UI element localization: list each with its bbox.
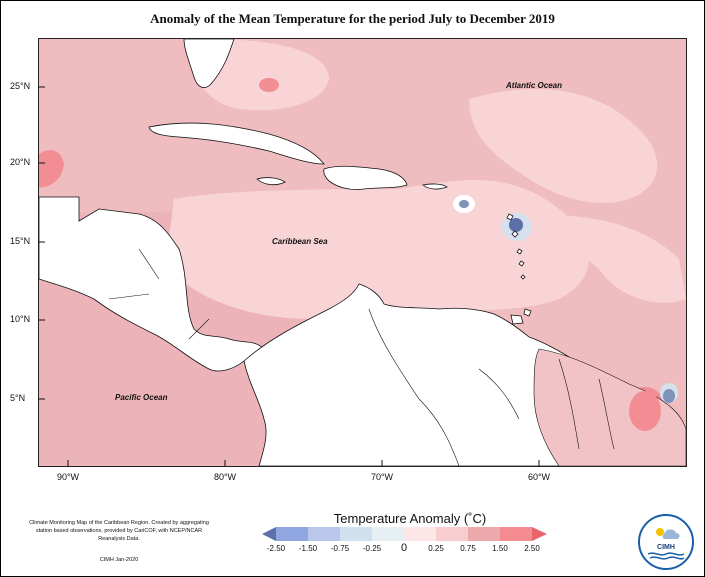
legend-swatch-6 xyxy=(436,527,468,541)
anomaly-field-light-east xyxy=(509,215,686,303)
legend-tick: -1.50 xyxy=(298,544,318,553)
pacific-ocean-label: Pacific Ocean xyxy=(115,393,168,402)
warm-spot-guiana-land xyxy=(629,391,661,431)
legend-tick: -2.50 xyxy=(266,544,286,553)
anomaly-map xyxy=(39,39,686,466)
lon-label-90: 90°W xyxy=(56,472,80,482)
legend-tick: 2.50 xyxy=(524,544,540,553)
atlantic-ocean-label: Atlantic Ocean xyxy=(506,81,563,90)
land-trinidad xyxy=(510,314,524,325)
land-jamaica xyxy=(256,177,286,186)
legend-tick: -0.75 xyxy=(330,544,350,553)
legend-swatch-4 xyxy=(372,527,404,541)
cool-spot-west xyxy=(459,200,469,208)
map-panel[interactable] xyxy=(38,38,687,467)
lon-label-70: 70°W xyxy=(370,472,394,482)
land-lesser-antilles xyxy=(506,213,532,317)
legend-tick-zero: 0 xyxy=(400,542,408,554)
legend-tick: -0.25 xyxy=(362,544,382,553)
anomaly-field-light-bahamas xyxy=(196,39,329,111)
lat-label-10: 10°N xyxy=(10,314,31,324)
lon-label-60: 60°W xyxy=(527,472,551,482)
legend-swatch-1 xyxy=(276,527,308,541)
legend-tick: 0.75 xyxy=(460,544,476,553)
warm-spot-bahamas xyxy=(259,78,279,92)
anomaly-field-light-atlantic xyxy=(469,89,658,203)
legend-arrow-low xyxy=(262,527,276,541)
cool-spot-antilles xyxy=(509,218,523,232)
warm-spot-yucatan xyxy=(39,150,64,188)
lon-label-80: 80°W xyxy=(213,472,237,482)
legend-arrow-high xyxy=(532,527,547,541)
cimh-logo: CIMH xyxy=(638,514,694,570)
wave-icon xyxy=(647,552,685,556)
legend-colorbar xyxy=(262,527,547,541)
legend-swatch-5 xyxy=(404,527,436,541)
lat-label-20: 20°N xyxy=(10,157,31,167)
sun-icon xyxy=(656,528,664,536)
lat-label-5: 5°N xyxy=(10,393,26,403)
country-borders xyxy=(108,248,615,466)
land-cuba xyxy=(148,122,325,165)
legend-tick: 1.50 xyxy=(492,544,508,553)
lat-label-25: 25°N xyxy=(10,81,31,91)
map-title: Anomaly of the Mean Temperature for the … xyxy=(150,11,555,26)
land-guianas-anomaly xyxy=(533,348,686,466)
cimh-logo-graphic: CIMH xyxy=(647,528,685,560)
map-credit: CIMH Jan-2020 xyxy=(99,557,139,563)
map-footnote: Climate Monitoring Map of the Caribbean … xyxy=(29,520,209,542)
land-florida xyxy=(183,39,235,88)
land-hispaniola xyxy=(323,165,408,190)
legend-tick: 0.25 xyxy=(428,544,444,553)
legend-swatch-7 xyxy=(468,527,500,541)
cool-spot-east-land xyxy=(663,389,675,403)
logo-text: CIMH xyxy=(657,544,675,551)
cloud-icon xyxy=(662,529,680,539)
caribbean-sea-label: Caribbean Sea xyxy=(272,237,328,246)
legend-title: Temperature Anomaly (˚C) xyxy=(333,511,487,526)
legend-swatch-8 xyxy=(500,527,532,541)
legend-swatch-2 xyxy=(308,527,340,541)
wave-icon xyxy=(649,556,685,560)
legend-swatch-3 xyxy=(340,527,372,541)
anomaly-field-light-caribbean xyxy=(167,180,589,319)
lat-label-15: 15°N xyxy=(10,236,31,246)
land-puerto-rico xyxy=(422,183,448,190)
